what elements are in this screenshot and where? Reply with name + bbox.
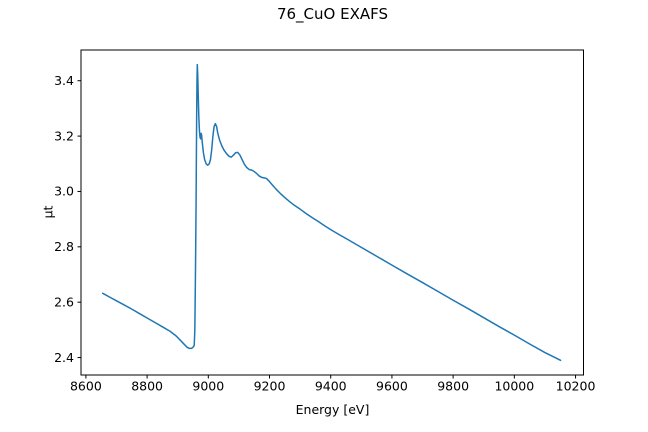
x-tick-label: 9600 [376,379,408,394]
y-tick-label: 2.8 [54,239,74,254]
y-axis-label: μt [40,205,56,219]
y-tick-label: 3.2 [54,128,74,143]
y-tick-label: 3.0 [54,184,74,199]
x-tick-label: 8800 [131,379,163,394]
x-tick-label: 9200 [254,379,286,394]
x-tick-label: 8600 [70,379,102,394]
x-tick-label: 10200 [556,379,596,394]
x-tick-label: 10000 [494,379,534,394]
y-tick-label: 2.6 [54,294,74,309]
x-axis-label: Energy [eV] [295,402,370,417]
series-line [101,63,562,362]
x-tick-label: 9400 [315,379,347,394]
y-tick-label: 2.4 [54,350,74,365]
chart-title: 76_CuO EXAFS [276,5,389,23]
x-tick-label: 9800 [437,379,469,394]
axes-spines [80,49,584,376]
x-tick-label: 9000 [192,379,224,394]
y-tick-label: 3.4 [54,73,74,88]
